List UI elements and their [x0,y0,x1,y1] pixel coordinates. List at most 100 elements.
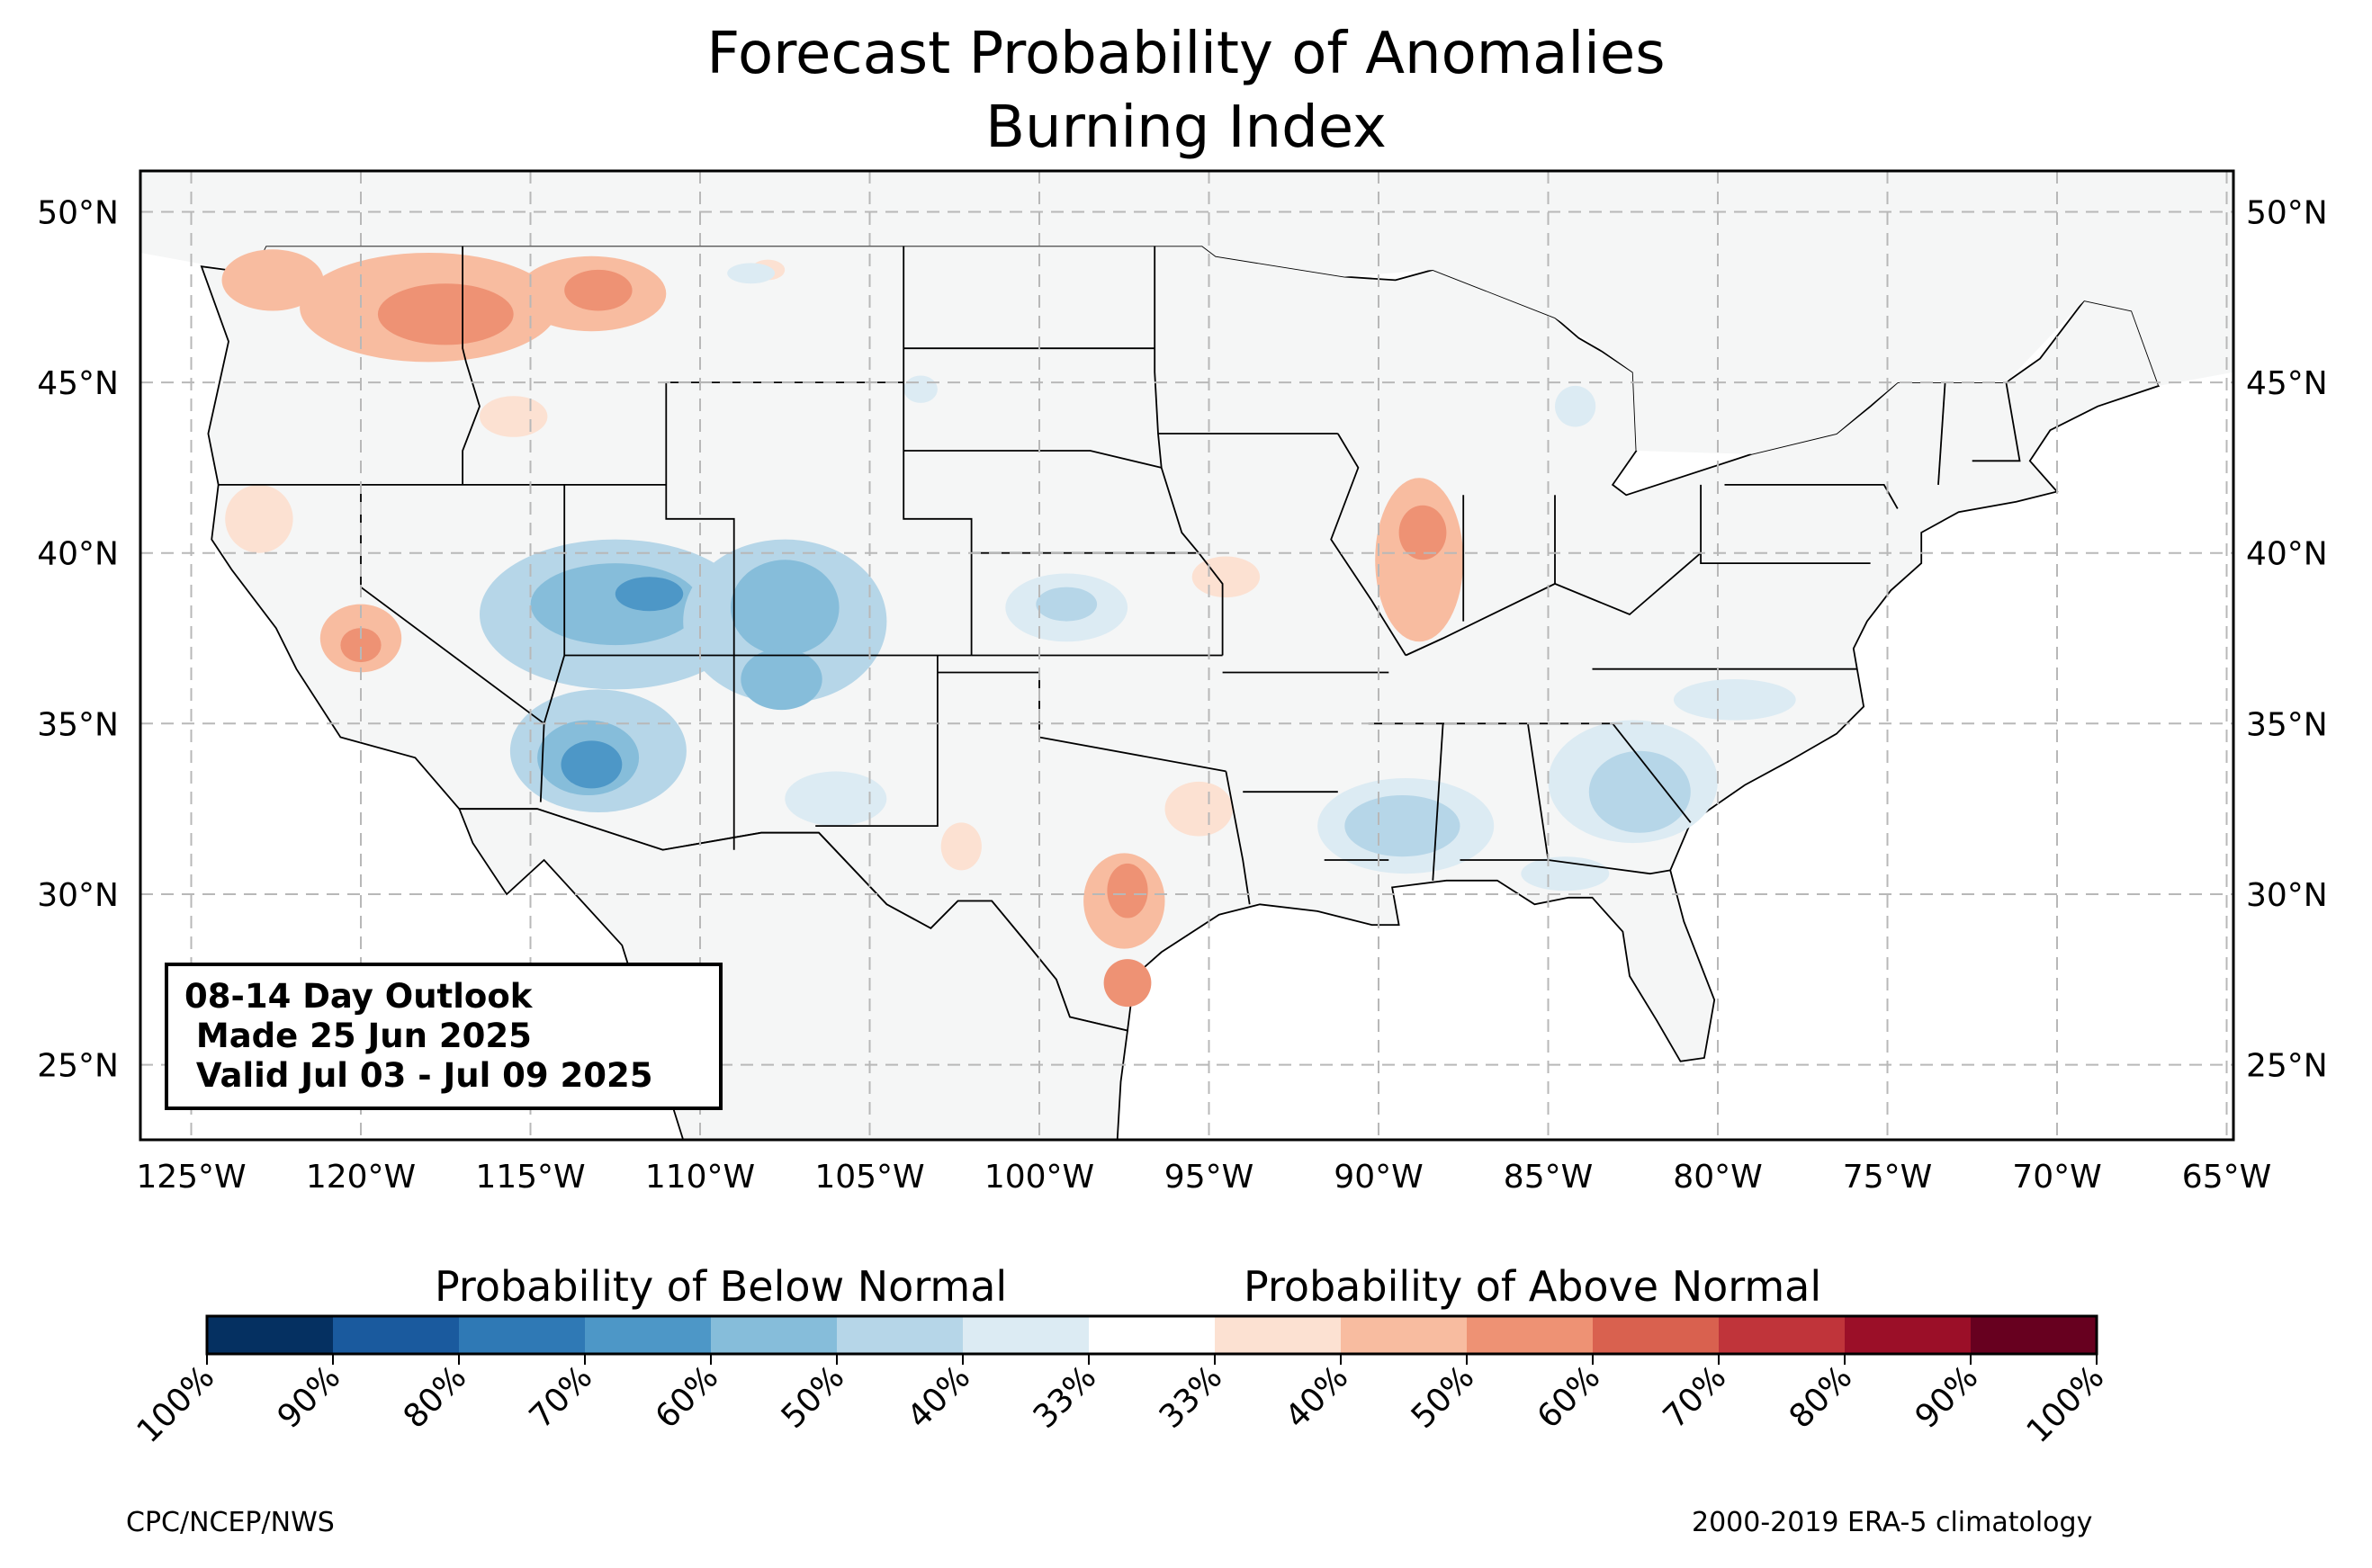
lat-label-left-4: 30°N [37,877,119,914]
anomaly-above-40-15 [1164,781,1233,837]
outlook-made-date: Made 25 Jun 2025 [184,1017,532,1055]
state-border-24 [1548,859,1671,875]
state-border-3 [539,484,566,802]
lat-label-left-0: 50°N [37,195,119,232]
anomaly-above-60-1 [377,283,514,345]
colorbar-segment-0 [207,1316,334,1354]
lon-label-9: 80°W [1673,1159,1762,1196]
colorbar-segment-6 [963,1316,1090,1354]
lat-labels-left: 50°N 45°N 40°N 35°N 30°N 25°N [37,195,119,1085]
state-border-0 [462,246,481,485]
anomaly-above-60-10 [1398,505,1447,560]
colorbar-label-13: 80% [1783,1358,1860,1436]
colorbar-label-14: 90% [1909,1358,1986,1436]
lon-label-3: 110°W [645,1159,755,1196]
outlook-info-box: 08-14 Day Outlook Made 25 Jun 2025 Valid… [165,963,723,1110]
anomaly-below-50-33 [1588,750,1691,833]
colorbar-segment-1 [333,1316,460,1354]
anomaly-below-50-31 [1344,795,1460,857]
colorbar-label-6: 40% [901,1358,978,1436]
anomaly-below-70-26 [561,740,623,789]
anomaly-below-40-27 [785,771,887,827]
lat-label-left-1: 45°N [37,365,119,402]
credit-climatology: 2000-2019 ERA-5 climatology [1692,1507,2093,1538]
lat-label-right-1: 45°N [2246,365,2328,402]
lat-label-right-5: 25°N [2246,1048,2328,1085]
anomaly-below-60-22 [731,560,840,656]
state-border-12 [903,450,1162,469]
chart-title: Forecast Probability of Anomalies [706,21,1666,87]
lat-label-left-5: 25°N [37,1048,119,1085]
lon-label-0: 125°W [136,1159,246,1196]
lon-label-5: 100°W [984,1159,1094,1196]
state-border-7 [903,246,973,656]
colorbar-label-4: 60% [649,1358,726,1436]
colorbar-segment-13 [1845,1316,1972,1354]
lon-labels: 125°W 120°W 115°W 110°W 105°W 100°W 95°W 90°W 85… [136,1159,2271,1196]
state-border-25 [1612,722,1692,823]
colorbar-label-15: 100% [2020,1358,2112,1450]
colorbar-above-title: Probability of Above Normal [1244,1262,1822,1311]
state-border-30 [1700,484,1871,564]
lon-label-10: 75°W [1843,1159,1932,1196]
lat-label-left-2: 40°N [37,536,119,573]
colorbar-label-2: 80% [397,1358,474,1436]
anomaly-below-40-37 [903,375,938,403]
anomaly-above-60-8 [340,628,382,663]
lon-label-1: 120°W [306,1159,416,1196]
colorbar-tick-labels: 100% 90% 80% 70% 60% 50% 40% 33% 33% 40% 50% 60% 70%… [130,1354,2112,1450]
colorbar-segment-3 [585,1316,712,1354]
outlook-valid-range: Valid Jul 03 - Jul 09 2025 [184,1056,653,1095]
anomaly-below-40-34 [1673,679,1796,721]
lon-label-12: 65°W [2182,1159,2271,1196]
anomaly-above-60-13 [1107,863,1148,918]
state-borders [218,246,2021,905]
state-border-19 [1225,771,1251,905]
lat-labels-right: 50°N 45°N 40°N 35°N 30°N 25°N [2246,195,2328,1085]
colorbar [205,1314,2098,1356]
colorbar-label-10: 50% [1405,1358,1482,1436]
lon-label-7: 90°W [1334,1159,1423,1196]
anomaly-below-40-38 [727,263,775,284]
lat-label-right-0: 50°N [2246,195,2328,232]
colorbar-segment-10 [1467,1316,1594,1354]
colorbar-segment-9 [1341,1316,1468,1354]
colorbar-segment-4 [711,1316,838,1354]
lon-label-2: 115°W [475,1159,585,1196]
lat-label-right-2: 40°N [2246,536,2328,573]
colorbar-segment-11 [1593,1316,1720,1354]
colorbar-label-7: 33% [1027,1358,1104,1436]
anomaly-above-50-9 [1375,478,1464,642]
anomaly-below-50-29 [1036,587,1098,622]
colorbar-segment-5 [837,1316,964,1354]
anomaly-below-60-23 [741,648,822,711]
state-border-27 [1330,433,1406,656]
lat-label-left-3: 35°N [37,706,119,743]
lon-label-11: 70°W [2012,1159,2101,1196]
colorbar-label-9: 40% [1279,1358,1356,1436]
state-border-21 [1432,723,1444,881]
lon-label-6: 95°W [1164,1159,1253,1196]
state-border-31 [1724,484,1899,509]
colorbar-label-1: 90% [271,1358,348,1436]
colorbar-label-0: 100% [130,1358,222,1450]
colorbar-frame [205,1314,2098,1356]
anomaly-above-60-4 [564,269,633,311]
lat-label-right-3: 35°N [2246,706,2328,743]
colorbar-label-8: 33% [1153,1358,1230,1436]
anomaly-below-70-20 [615,577,684,612]
mexico-land [458,808,1128,1140]
state-border-34 [1972,381,2021,462]
colorbar-segment-7 [1089,1316,1216,1354]
colorbar-segment-14 [1971,1316,2098,1354]
state-border-4 [665,382,735,850]
state-border-11 [1154,246,1163,468]
chart-subtitle: Burning Index [985,94,1387,161]
colorbar-segment-12 [1719,1316,1846,1354]
colorbar-below-title: Probability of Below Normal [435,1262,1008,1311]
map-frame [139,169,2235,1142]
colorbar-label-12: 70% [1657,1358,1734,1436]
outlook-period: 08-14 Day Outlook [184,977,533,1016]
anomaly-above-40-6 [225,484,293,553]
